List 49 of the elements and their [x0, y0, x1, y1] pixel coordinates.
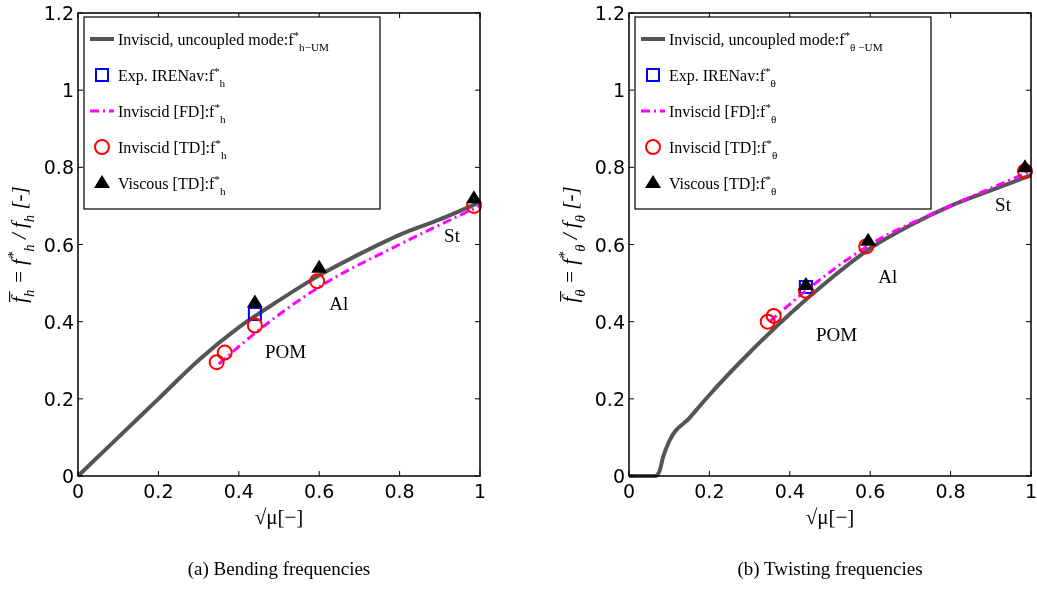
point — [1016, 159, 1033, 173]
x-tick-label: 0.4 — [223, 480, 254, 502]
x-axis-title: √μ[−] — [254, 505, 304, 529]
text: (a) Bending frequencies — [187, 558, 371, 580]
annotation: Al — [878, 265, 898, 287]
y-tick-label: 0.2 — [43, 387, 74, 410]
x-tick-label: 0.8 — [935, 480, 966, 502]
x-tick-label: 1 — [473, 480, 487, 502]
point — [247, 306, 262, 321]
annotation: St — [444, 225, 461, 247]
y-tick-label: 0.8 — [43, 156, 74, 179]
y-tick-label: 0.6 — [43, 233, 74, 256]
x-tick-label: 0.8 — [384, 480, 415, 502]
y-tick-label: 0.8 — [594, 156, 625, 179]
y-tick-label: 1 — [61, 79, 74, 102]
annotation: St — [995, 194, 1012, 216]
point — [311, 259, 328, 273]
y-tick-label: 1.2 — [43, 2, 74, 24]
point — [858, 238, 875, 255]
point — [1016, 163, 1033, 180]
point — [759, 313, 776, 330]
point — [246, 317, 263, 334]
y-tick-label: 0.2 — [594, 387, 625, 410]
point — [860, 232, 877, 246]
y-tick-label: 0 — [612, 465, 625, 487]
x-tick-label: 0.2 — [143, 480, 174, 502]
y-tick-label: 1.2 — [594, 2, 625, 24]
x-tick-label: 0.2 — [694, 480, 725, 502]
y-tick-label: 0.4 — [594, 310, 625, 333]
x-tick-label: 0.4 — [774, 480, 805, 502]
y-tick-label: 0.4 — [43, 310, 74, 333]
point — [765, 307, 782, 324]
annotation: Al — [329, 292, 349, 314]
annotation: POM — [815, 324, 858, 346]
point — [797, 282, 814, 299]
y-tick-label: 0 — [61, 465, 74, 487]
y-tick-label: 0.6 — [594, 233, 625, 256]
x-tick-label: 1 — [1024, 480, 1037, 502]
point — [246, 294, 263, 308]
y-tick-label: 1 — [612, 79, 625, 102]
x-tick-label: 0.6 — [855, 480, 886, 502]
point — [465, 190, 482, 204]
point — [216, 344, 233, 361]
annotation: POM — [264, 341, 307, 363]
point — [208, 354, 225, 371]
point — [309, 273, 326, 290]
text: (b) Twisting frequencies — [737, 558, 923, 580]
x-axis-title: √μ[−] — [805, 505, 855, 529]
x-tick-label: 0.6 — [304, 480, 335, 502]
